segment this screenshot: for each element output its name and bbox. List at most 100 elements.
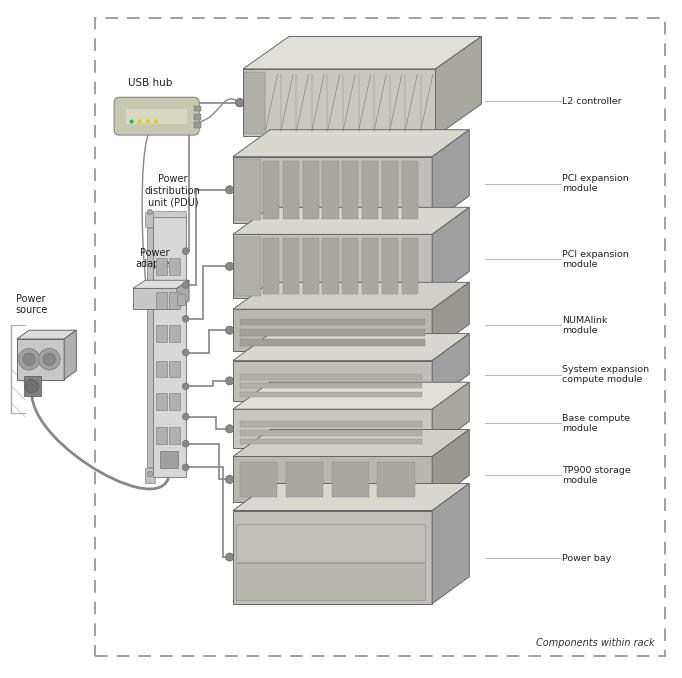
Polygon shape <box>170 393 180 410</box>
Polygon shape <box>160 451 177 468</box>
Polygon shape <box>126 109 187 124</box>
Polygon shape <box>239 439 422 444</box>
Polygon shape <box>170 292 180 308</box>
Circle shape <box>182 440 189 447</box>
Polygon shape <box>382 239 398 294</box>
Polygon shape <box>239 392 422 397</box>
Polygon shape <box>382 161 398 219</box>
Circle shape <box>130 119 134 123</box>
Polygon shape <box>323 161 338 219</box>
Polygon shape <box>156 393 167 410</box>
Circle shape <box>146 119 150 123</box>
Polygon shape <box>243 69 436 136</box>
Polygon shape <box>362 161 379 219</box>
Text: L2 controller: L2 controller <box>563 97 622 106</box>
Circle shape <box>182 349 189 356</box>
Polygon shape <box>233 361 432 401</box>
Circle shape <box>226 475 234 483</box>
Polygon shape <box>432 483 469 603</box>
Text: Power bay: Power bay <box>563 554 612 563</box>
Polygon shape <box>233 382 469 410</box>
Polygon shape <box>233 282 469 309</box>
Polygon shape <box>239 383 422 388</box>
Circle shape <box>43 353 55 365</box>
Polygon shape <box>263 161 279 219</box>
Polygon shape <box>303 161 318 219</box>
Polygon shape <box>156 325 167 342</box>
Polygon shape <box>177 280 189 308</box>
Circle shape <box>147 471 153 477</box>
Polygon shape <box>239 339 426 346</box>
Polygon shape <box>239 462 277 497</box>
Circle shape <box>236 98 243 106</box>
Polygon shape <box>17 330 76 339</box>
Bar <box>95 18 665 656</box>
Circle shape <box>226 377 234 385</box>
Polygon shape <box>24 376 40 397</box>
Polygon shape <box>243 161 259 219</box>
Polygon shape <box>153 218 186 477</box>
Polygon shape <box>432 334 469 401</box>
Polygon shape <box>233 456 432 502</box>
Polygon shape <box>170 426 180 443</box>
Text: Power
adapter: Power adapter <box>136 248 174 269</box>
Circle shape <box>18 348 40 370</box>
Polygon shape <box>283 161 299 219</box>
Text: System expansion
compute module: System expansion compute module <box>563 365 649 384</box>
Polygon shape <box>233 511 432 603</box>
Polygon shape <box>145 212 155 227</box>
Polygon shape <box>233 483 469 511</box>
Polygon shape <box>237 563 426 600</box>
Polygon shape <box>432 282 469 351</box>
Polygon shape <box>432 207 469 298</box>
Polygon shape <box>362 239 379 294</box>
Polygon shape <box>377 462 415 497</box>
Polygon shape <box>237 525 426 562</box>
Text: NUMAlink
module: NUMAlink module <box>563 316 608 335</box>
Circle shape <box>154 119 158 123</box>
Circle shape <box>226 326 234 334</box>
Polygon shape <box>156 292 167 308</box>
Circle shape <box>226 553 234 561</box>
Circle shape <box>182 383 189 390</box>
Polygon shape <box>263 239 279 294</box>
Polygon shape <box>177 294 185 304</box>
Polygon shape <box>235 237 261 296</box>
Circle shape <box>236 98 243 106</box>
Circle shape <box>182 464 189 471</box>
Text: Base compute
module: Base compute module <box>563 414 630 433</box>
Polygon shape <box>244 72 265 134</box>
Circle shape <box>138 119 142 123</box>
Circle shape <box>182 248 189 255</box>
Polygon shape <box>233 334 469 361</box>
Text: PCI expansion
module: PCI expansion module <box>563 174 629 193</box>
Polygon shape <box>194 114 201 119</box>
Polygon shape <box>331 462 369 497</box>
Polygon shape <box>233 157 432 223</box>
Polygon shape <box>194 122 201 127</box>
FancyBboxPatch shape <box>114 97 199 135</box>
Polygon shape <box>436 37 481 136</box>
Circle shape <box>182 315 189 322</box>
Polygon shape <box>283 239 299 294</box>
Polygon shape <box>133 288 177 308</box>
Polygon shape <box>243 239 259 294</box>
Polygon shape <box>233 429 469 456</box>
Text: Power
distribution
unit (PDU): Power distribution unit (PDU) <box>145 174 201 207</box>
Polygon shape <box>402 239 418 294</box>
Polygon shape <box>342 161 358 219</box>
Polygon shape <box>233 309 432 351</box>
Circle shape <box>147 210 153 215</box>
Polygon shape <box>233 410 432 448</box>
Circle shape <box>38 348 60 370</box>
Polygon shape <box>153 211 186 218</box>
Polygon shape <box>235 159 261 220</box>
Circle shape <box>226 262 234 271</box>
Polygon shape <box>233 207 469 235</box>
Polygon shape <box>156 426 167 443</box>
Polygon shape <box>145 468 155 483</box>
Polygon shape <box>432 382 469 448</box>
Circle shape <box>25 380 38 393</box>
Polygon shape <box>170 325 180 342</box>
Polygon shape <box>432 129 469 223</box>
